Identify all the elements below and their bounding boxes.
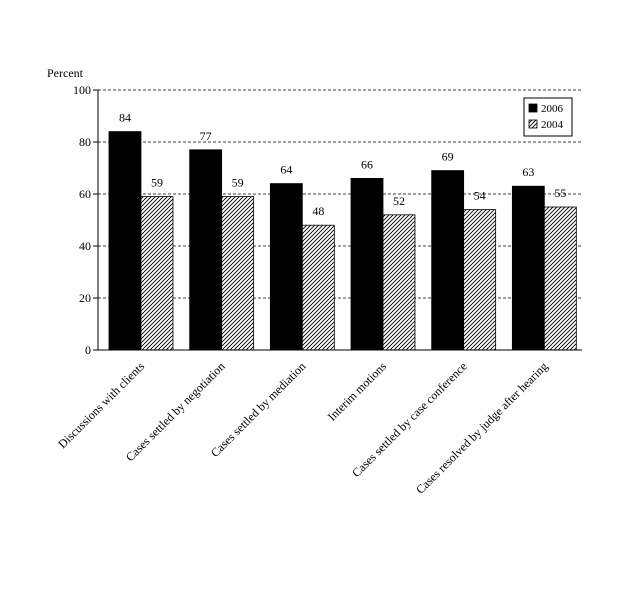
data-label: 59 — [232, 176, 244, 190]
legend-swatch-2006 — [528, 103, 538, 113]
bar-2004 — [221, 196, 255, 351]
data-label: 54 — [474, 189, 486, 203]
data-label: 77 — [200, 129, 212, 143]
legend: 2006 2004 — [523, 97, 573, 137]
data-label: 55 — [554, 186, 566, 200]
data-label: 52 — [393, 194, 405, 208]
data-label: 64 — [280, 163, 292, 177]
bar-2006 — [511, 185, 545, 351]
bar-2004 — [382, 214, 416, 351]
data-label: 69 — [442, 150, 454, 164]
y-tick-label: 0 — [85, 343, 91, 357]
data-label: 48 — [312, 204, 324, 218]
legend-label: 2006 — [541, 103, 564, 115]
data-label: 66 — [361, 157, 373, 171]
x-tick-label: Cases settled by mediation — [208, 359, 309, 460]
bar-2004 — [301, 224, 335, 351]
x-tick-label: Discussions with clients — [55, 359, 147, 451]
y-tick-label: 60 — [79, 187, 91, 201]
data-label: 63 — [522, 165, 534, 179]
bar-2006 — [189, 149, 223, 351]
bar-2006 — [108, 131, 142, 351]
data-label: 84 — [119, 111, 131, 125]
bar-2006 — [350, 177, 384, 351]
bars — [108, 131, 577, 351]
gridlines — [98, 89, 582, 299]
legend-swatch-2004 — [528, 119, 538, 129]
data-label: 59 — [151, 176, 163, 190]
y-tick-label: 20 — [79, 291, 91, 305]
y-tick-label: 80 — [79, 135, 91, 149]
bar-2004 — [543, 206, 577, 351]
bar-2006 — [431, 170, 465, 351]
data-labels: 84 59 77 59 64 48 66 52 69 54 63 55 — [119, 111, 566, 219]
y-tick-label: 40 — [79, 239, 91, 253]
y-axis-title: Percent — [47, 66, 84, 80]
bar-2004 — [140, 196, 174, 351]
legend-label: 2004 — [541, 119, 564, 131]
bar-2006 — [269, 183, 303, 351]
x-tick-label: Interim motions — [325, 359, 390, 424]
x-tick-label: Cases resolved by judge after hearing — [413, 359, 550, 496]
bar-2004 — [463, 209, 497, 351]
y-tick-label: 100 — [73, 83, 91, 97]
